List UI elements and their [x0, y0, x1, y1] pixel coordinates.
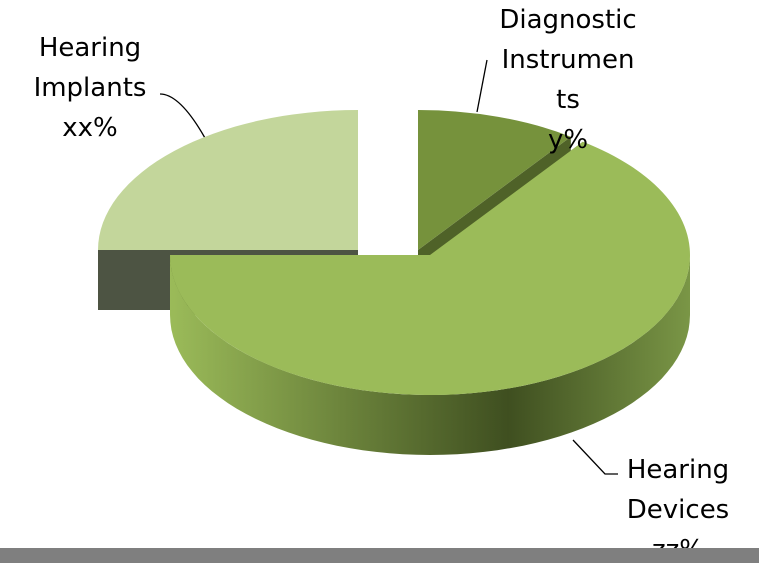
- slice-value-label: y%: [547, 125, 589, 155]
- leader-line: [159, 93, 206, 139]
- slice-label: Hearing Implants: [33, 33, 147, 103]
- slice-wall: [170, 255, 690, 455]
- leader-line: [572, 439, 618, 475]
- footer-bar: [0, 548, 759, 563]
- slice: [169, 141, 690, 395]
- slice: [418, 110, 571, 250]
- slice-label: Hearing Devices: [626, 455, 730, 525]
- slice-value-label: xx%: [62, 113, 118, 143]
- slice-label: Diagnostic Instruments: [499, 5, 637, 115]
- slice: [98, 110, 358, 250]
- leader-line: [476, 59, 488, 113]
